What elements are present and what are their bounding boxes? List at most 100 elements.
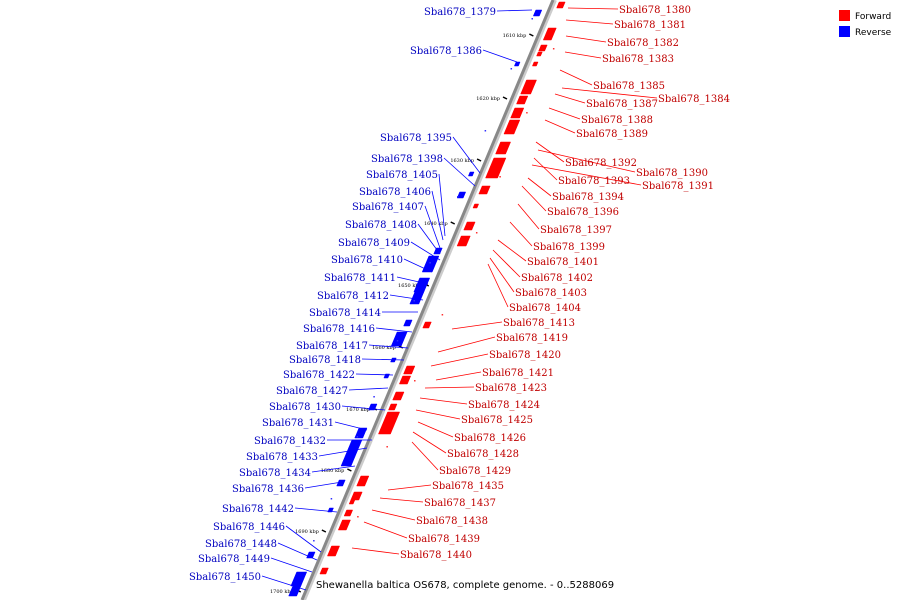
forward-gene xyxy=(456,235,471,247)
genome-caption: Shewanella baltica OS678, complete genom… xyxy=(316,580,614,591)
forward-leader xyxy=(411,441,439,471)
forward-gene-label: Sbal678_1392 xyxy=(565,158,637,169)
forward-gene-label: Sbal678_1393 xyxy=(558,176,630,187)
forward-gene-label: Sbal678_1439 xyxy=(408,534,480,545)
minor-feature xyxy=(386,446,388,448)
reverse-leader xyxy=(355,373,394,376)
forward-gene xyxy=(392,391,405,401)
forward-gene-label: Sbal678_1384 xyxy=(658,94,730,105)
forward-leader xyxy=(548,107,581,120)
reverse-leader xyxy=(417,223,441,255)
forward-gene-label: Sbal678_1396 xyxy=(547,207,619,218)
forward-gene xyxy=(472,203,480,209)
reverse-gene xyxy=(336,479,346,487)
forward-gene xyxy=(556,2,564,8)
backbone-shadow xyxy=(302,0,557,600)
forward-leader xyxy=(412,431,447,454)
forward-gene xyxy=(319,567,329,575)
reverse-gene-label: Sbal678_1431 xyxy=(262,418,334,429)
reverse-gene-label: Sbal678_1408 xyxy=(345,220,417,231)
forward-gene xyxy=(403,365,416,375)
forward-gene xyxy=(327,545,340,557)
reverse-gene xyxy=(532,9,543,17)
reverse-gene-label: Sbal678_1430 xyxy=(269,402,341,413)
forward-gene-label: Sbal678_1424 xyxy=(468,400,540,411)
forward-leader xyxy=(565,35,607,43)
reverse-leader xyxy=(348,387,389,391)
forward-gene-label: Sbal678_1419 xyxy=(496,333,568,344)
forward-leader xyxy=(554,93,586,104)
forward-gene xyxy=(485,157,507,179)
forward-leader xyxy=(437,336,496,353)
reverse-gene-label: Sbal678_1409 xyxy=(338,238,410,249)
forward-leader xyxy=(417,421,454,438)
forward-gene-label: Sbal678_1388 xyxy=(581,115,653,126)
forward-gene xyxy=(463,221,476,231)
reverse-leader xyxy=(403,258,433,273)
forward-gene-label: Sbal678_1402 xyxy=(521,273,593,284)
forward-leader xyxy=(531,164,642,186)
forward-gene-label: Sbal678_1426 xyxy=(454,433,526,444)
forward-gene xyxy=(422,321,432,329)
tick-label: 1650 kbp xyxy=(398,283,422,289)
forward-gene-label: Sbal678_1429 xyxy=(439,466,511,477)
minor-feature xyxy=(457,196,459,198)
reverse-gene-label: Sbal678_1417 xyxy=(296,341,368,352)
forward-leader xyxy=(387,484,432,491)
forward-leader xyxy=(533,157,558,181)
reverse-gene xyxy=(288,585,302,597)
reverse-gene-label: Sbal678_1427 xyxy=(276,386,348,397)
gene-blocks xyxy=(288,1,566,597)
tick-mark xyxy=(529,33,534,37)
forward-gene-label: Sbal678_1394 xyxy=(552,192,624,203)
forward-gene-label: Sbal678_1391 xyxy=(642,181,714,192)
forward-gene-label: Sbal678_1420 xyxy=(489,350,561,361)
forward-leader xyxy=(492,249,521,278)
reverse-gene-label: Sbal678_1442 xyxy=(222,504,294,515)
reverse-leader xyxy=(496,9,533,12)
forward-leader xyxy=(351,547,400,555)
legend-reverse-swatch xyxy=(839,26,850,37)
forward-gene-label: Sbal678_1435 xyxy=(432,481,504,492)
reverse-gene-label: Sbal678_1412 xyxy=(317,291,389,302)
forward-gene-label: Sbal678_1428 xyxy=(447,449,519,460)
forward-leader xyxy=(379,497,424,503)
forward-gene-label: Sbal678_1403 xyxy=(515,288,587,299)
gene-labels: Sbal678_1380 Sbal678_1381 Sbal678_1382 Sbal… xyxy=(189,5,730,583)
reverse-gene-label: Sbal678_1406 xyxy=(359,187,431,198)
reverse-gene-label: Sbal678_1433 xyxy=(246,452,318,463)
reverse-gene-label: Sbal678_1422 xyxy=(283,370,355,381)
minor-feature xyxy=(499,176,501,178)
reverse-gene-label: Sbal678_1448 xyxy=(205,539,277,550)
forward-gene-label: Sbal678_1387 xyxy=(586,99,658,110)
forward-leader xyxy=(559,69,593,86)
forward-gene xyxy=(532,61,539,67)
forward-gene-label: Sbal678_1389 xyxy=(576,129,648,140)
forward-leader xyxy=(419,397,468,405)
forward-leader xyxy=(371,509,416,521)
forward-leader xyxy=(509,221,533,247)
reverse-gene xyxy=(290,571,308,587)
forward-gene xyxy=(356,475,370,487)
tick-label: 1640 kbp xyxy=(424,221,448,227)
forward-leader xyxy=(561,87,658,99)
minor-feature xyxy=(313,540,315,542)
reverse-leader xyxy=(389,294,424,301)
reverse-gene-label: Sbal678_1446 xyxy=(213,522,285,533)
reverse-gene-label: Sbal678_1418 xyxy=(289,355,361,366)
forward-gene-label: Sbal678_1404 xyxy=(509,303,581,314)
minor-feature xyxy=(552,48,555,50)
forward-leader xyxy=(564,51,602,59)
reverse-leader xyxy=(334,421,368,431)
reverse-gene xyxy=(354,427,368,439)
minor-feature xyxy=(357,516,359,518)
forward-gene xyxy=(536,51,543,57)
reverse-gene-label: Sbal678_1450 xyxy=(189,572,261,583)
forward-gene-label: Sbal678_1437 xyxy=(424,498,496,509)
reverse-leader xyxy=(294,507,338,513)
forward-gene xyxy=(348,499,356,505)
minor-feature xyxy=(484,130,487,132)
reverse-leader xyxy=(482,49,518,63)
reverse-gene-label: Sbal678_1407 xyxy=(352,202,424,213)
